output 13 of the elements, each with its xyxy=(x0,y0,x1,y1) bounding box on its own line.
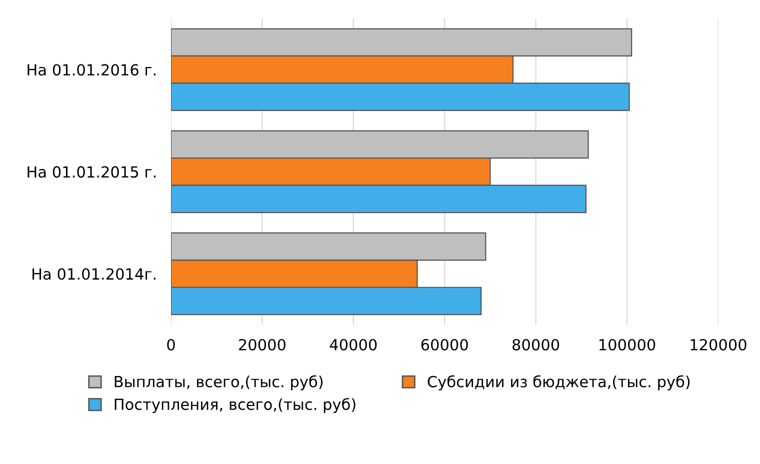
x-tick-label: 40000 xyxy=(330,338,377,351)
legend-label: Поступления, всего,(тыс. руб) xyxy=(114,398,356,414)
x-tick-label: 60000 xyxy=(421,338,468,351)
legend-label: Выплаты, всего,(тыс. руб) xyxy=(114,375,323,390)
x-tick-label: 100000 xyxy=(600,338,656,351)
y-tick-label: На 01.01.2015 г. xyxy=(28,166,156,178)
y-tick-label: На 01.01.2014г. xyxy=(32,268,156,280)
x-tick-label: 80000 xyxy=(512,338,560,351)
x-tick-label: 20000 xyxy=(239,338,286,351)
x-tick-label: 0 xyxy=(167,338,175,351)
y-tick-label: На 01.01.2016 г. xyxy=(28,64,156,76)
legend-label: Субсидии из бюджета,(тыс. руб) xyxy=(428,375,690,390)
x-tick-label: 120000 xyxy=(690,338,746,351)
